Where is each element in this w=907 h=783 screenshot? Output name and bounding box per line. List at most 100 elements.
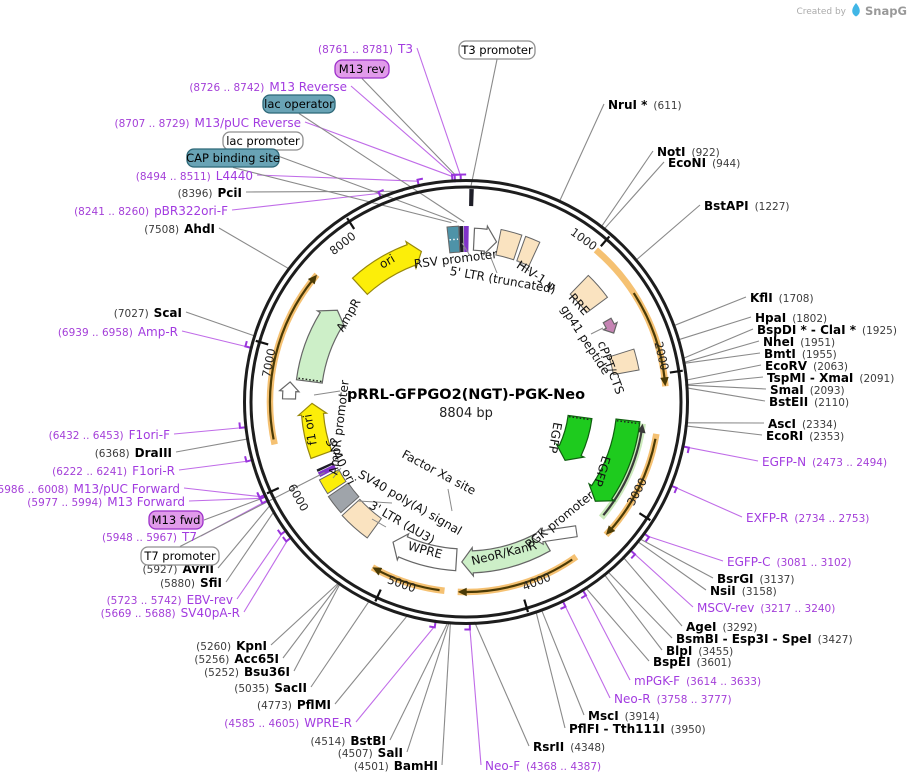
enzyme-callout[interactable]: NsiI (3158) xyxy=(710,584,777,598)
enzyme-callout[interactable]: PflFI - Tth111I (3950) xyxy=(569,722,706,736)
enzyme-callout[interactable]: (7027) ScaI xyxy=(114,306,182,320)
enzyme-callout[interactable]: BstAPI (1227) xyxy=(704,199,790,213)
enzyme-callout[interactable]: (8396) PciI xyxy=(178,186,242,200)
sv40-polya-box[interactable] xyxy=(327,482,360,514)
primer-callout[interactable]: (5948 .. 5967) T7 xyxy=(102,530,197,544)
neor-kanr-arrow[interactable] xyxy=(461,530,552,578)
primer-callout[interactable]: (8726 .. 8742) M13 Reverse xyxy=(189,80,347,94)
feature-label[interactable]: f1 ori xyxy=(300,413,319,446)
enzyme-callout[interactable]: NotI (922) xyxy=(657,145,720,159)
lac-operator-block[interactable] xyxy=(463,225,469,253)
boxed-label-t7-promoter[interactable]: T7 promoter xyxy=(140,546,220,566)
t3-promoter-mark[interactable] xyxy=(469,189,474,207)
egfp-arrow-1[interactable] xyxy=(555,414,593,462)
primer-callout[interactable]: (5669 .. 5688) SV40pA-R xyxy=(101,606,240,620)
feature-label[interactable]: ori xyxy=(377,252,398,272)
callout-name: BstAPI xyxy=(704,199,749,213)
feature-label[interactable]: EGFP xyxy=(545,421,564,454)
primer-callout[interactable]: Neo-F (4368 .. 4387) xyxy=(485,759,601,773)
cppt-cts-box[interactable] xyxy=(608,348,640,376)
5-ltr-truncated-arrow[interactable] xyxy=(472,224,498,256)
enzyme-callout[interactable]: AgeI (3292) xyxy=(686,620,757,634)
primer-callout[interactable]: (8707 .. 8729) M13/pUC Reverse xyxy=(115,116,302,130)
primer-callout[interactable]: (4585 .. 4605) WPRE-R xyxy=(224,716,352,730)
enzyme-callout[interactable]: (5252) Bsu36I xyxy=(204,665,290,679)
enzyme-callout[interactable]: KflI (1708) xyxy=(750,291,814,305)
primer-callout[interactable]: mPGK-F (3614 .. 3633) xyxy=(634,674,761,688)
callout-name: MscI xyxy=(588,709,619,723)
enzyme-callout[interactable]: (4507) SalI xyxy=(338,746,403,760)
enzyme-callout[interactable]: SmaI (2093) xyxy=(770,383,845,397)
ampr-promoter-arrow[interactable] xyxy=(278,381,301,400)
enzyme-callout[interactable]: BspDI * - ClaI * (1925) xyxy=(757,323,897,337)
primer-site-mark[interactable] xyxy=(316,462,334,472)
egfp-arrow-2[interactable] xyxy=(587,418,641,502)
primer-callout[interactable]: (6939 .. 6958) Amp-R xyxy=(58,325,178,339)
enzyme-callout[interactable]: TspMI - XmaI (2091) xyxy=(767,371,894,385)
callout-position: (8707 .. 8729) xyxy=(115,118,190,130)
ori-arrow[interactable] xyxy=(351,240,423,296)
f1-ori-arrow[interactable] xyxy=(296,402,333,460)
enzyme-callout[interactable]: EcoNI (944) xyxy=(668,156,740,170)
enzyme-callout[interactable]: HpaI (1802) xyxy=(755,311,827,325)
enzyme-callout[interactable]: (5260) KpnI xyxy=(196,639,267,653)
enzyme-callout[interactable]: (5880) SfiI xyxy=(160,576,222,590)
primer-callout[interactable]: (8494 .. 8511) L4440 xyxy=(136,169,253,183)
primer-callout[interactable]: (8241 .. 8260) pBR322ori-F xyxy=(74,204,228,218)
primer-callout[interactable]: EGFP-C (3081 .. 3102) xyxy=(727,555,851,569)
enzyme-callout[interactable]: (5035) SacII xyxy=(234,681,307,695)
callout-position: (2353) xyxy=(809,431,844,443)
enzyme-callout[interactable]: NruI * (611) xyxy=(608,98,682,112)
enzyme-callout[interactable]: (4514) BstBI xyxy=(310,734,386,748)
primer-callout[interactable]: (5723 .. 5742) EBV-rev xyxy=(107,593,233,607)
enzyme-callout[interactable]: BmtI (1955) xyxy=(764,347,837,361)
boxed-label-lac-promoter[interactable]: lac promoter xyxy=(222,131,304,151)
enzyme-callout[interactable]: (4501) BamHI xyxy=(354,759,438,773)
feature-label[interactable]: Factor Xa site xyxy=(400,447,479,498)
enzyme-callout[interactable]: BlpI (3455) xyxy=(666,644,733,658)
enzyme-callout[interactable]: (7508) AhdI xyxy=(144,222,215,236)
primer-callout[interactable]: Neo-R (3758 .. 3777) xyxy=(614,692,732,706)
enzyme-callout-line xyxy=(282,582,341,659)
primer-callout[interactable]: (8761 .. 8781) T3 xyxy=(318,42,413,56)
primer-callout[interactable]: (6432 .. 6453) F1ori-F xyxy=(49,428,170,442)
enzyme-callout[interactable]: NheI (1951) xyxy=(763,335,835,349)
enzyme-callout[interactable]: MscI (3914) xyxy=(588,709,660,723)
primer-callout[interactable]: MSCV-rev (3217 .. 3240) xyxy=(697,601,835,615)
primer-callout[interactable]: (5977 .. 5994) M13 Forward xyxy=(27,495,185,509)
enzyme-callout[interactable]: (4773) PflMI xyxy=(257,698,331,712)
boxed-label-m13-fwd[interactable]: M13 fwd xyxy=(148,510,204,530)
boxed-label-cap-binding-site[interactable]: CAP binding site xyxy=(186,148,280,168)
rre-box[interactable] xyxy=(569,274,609,314)
enzyme-callout[interactable]: BsmBI - Esp3I - SpeI (3427) xyxy=(676,632,853,646)
enzyme-callout[interactable]: BsrGI (3137) xyxy=(717,572,794,586)
callout-position: (7027) xyxy=(114,308,149,320)
ampr-arrow[interactable] xyxy=(295,309,347,384)
primer-callout[interactable]: (5986 .. 6008) M13/pUC Forward xyxy=(0,482,180,496)
enzyme-callout[interactable]: RsrII (4348) xyxy=(533,740,605,754)
boxed-label-m13-rev[interactable]: M13 rev xyxy=(334,59,390,79)
enzyme-callout[interactable]: (6368) DraIII xyxy=(95,446,172,460)
wpre-arrow[interactable] xyxy=(392,532,458,572)
pgk-promoter-arrow[interactable] xyxy=(531,525,578,546)
boxed-label-text: T3 promoter xyxy=(460,43,533,57)
primer-callout[interactable]: EXFP-R (2734 .. 2753) xyxy=(746,511,869,525)
primer-callout[interactable]: EGFP-N (2473 .. 2494) xyxy=(762,455,887,469)
lac-promoter-block[interactable] xyxy=(459,226,464,253)
enzyme-callout[interactable]: AscI (2334) xyxy=(768,417,837,431)
enzyme-callout[interactable]: EcoRV (2063) xyxy=(765,359,848,373)
gp41-peptide-arrow[interactable] xyxy=(601,317,619,334)
enzyme-callout-line xyxy=(603,573,663,651)
boxed-label-t3-promoter[interactable]: T3 promoter xyxy=(458,40,536,60)
enzyme-callout[interactable]: BstEII (2110) xyxy=(769,395,849,409)
3-ltr-du3-box[interactable] xyxy=(341,498,383,539)
enzyme-callout[interactable]: BspEI (3601) xyxy=(653,655,731,669)
enzyme-callout[interactable]: EcoRI (2353) xyxy=(766,429,844,443)
enzyme-callout[interactable]: (5256) Acc65I xyxy=(194,652,279,666)
hiv1-psi-box-1[interactable] xyxy=(495,228,523,261)
enzyme-callout-line xyxy=(634,204,701,262)
primer-callout-line xyxy=(584,593,631,681)
sv40-ori-box[interactable] xyxy=(318,468,347,495)
primer-callout[interactable]: (6222 .. 6241) F1ori-R xyxy=(52,464,175,478)
boxed-label-lac-operator[interactable]: lac operator xyxy=(262,94,336,114)
